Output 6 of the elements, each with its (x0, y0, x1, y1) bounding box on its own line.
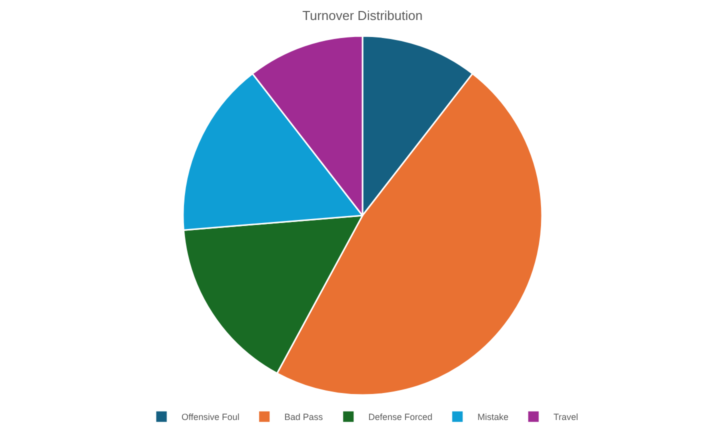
legend-label: Bad Pass (284, 412, 324, 422)
legend-label: Defense Forced (368, 412, 432, 422)
legend-label: Mistake (477, 412, 508, 422)
legend-label: Travel (553, 412, 578, 422)
chart-title: Turnover Distribution (302, 8, 423, 24)
legend-label: Offensive Foul (182, 412, 240, 422)
